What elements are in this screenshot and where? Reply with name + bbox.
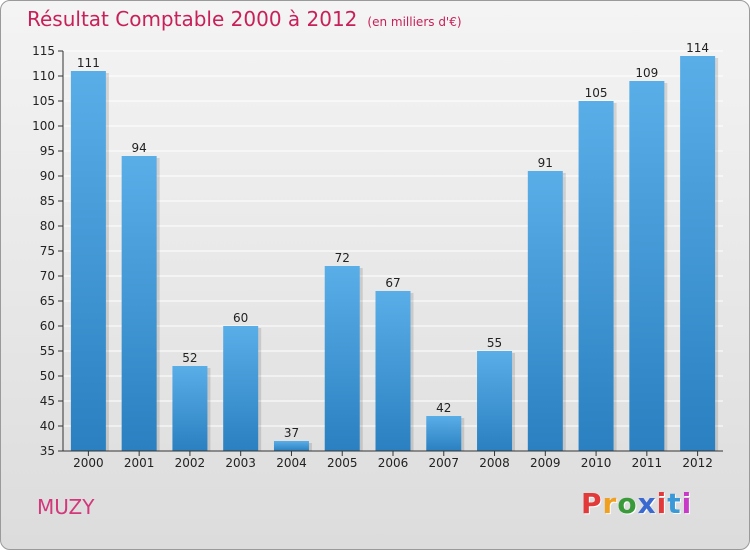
y-tick-label: 50	[40, 369, 55, 383]
logo-letter: x	[637, 487, 657, 520]
x-tick-label-2003: 2003	[225, 456, 256, 470]
logo-letter: i	[656, 487, 668, 520]
y-tick-label: 35	[40, 444, 55, 458]
bar-2004	[273, 441, 309, 451]
x-tick-label-2009: 2009	[530, 456, 561, 470]
commune-name: MUZY	[37, 495, 95, 519]
y-tick-label: 65	[40, 294, 55, 308]
proxiti-logo: Proxiti	[581, 487, 692, 520]
bar-2009	[527, 171, 563, 451]
x-tick-label-2011: 2011	[632, 456, 663, 470]
bars: 111 94 52 60 37 72 67 42 55 91 105 109 114	[70, 41, 719, 451]
bar-2012	[680, 56, 716, 451]
x-tick-label-2004: 2004	[276, 456, 307, 470]
chart-subtitle: (en milliers d'€)	[367, 15, 462, 29]
value-label-2007: 42	[436, 401, 451, 415]
x-tick-label-2008: 2008	[479, 456, 510, 470]
y-tick-label: 45	[40, 394, 55, 408]
value-label-2008: 55	[487, 336, 502, 350]
x-tick-label-2001: 2001	[124, 456, 155, 470]
axes: 35 40 45 50 55 60 65 70 75 80 85 90 95 100 105 110 115 20…	[32, 44, 723, 470]
y-tick-label: 85	[40, 194, 55, 208]
value-label-2011: 109	[635, 66, 658, 80]
y-tick-label: 60	[40, 319, 55, 333]
y-tick-label: 40	[40, 419, 55, 433]
logo-letter: i	[681, 487, 693, 520]
y-tick-label: 100	[32, 119, 55, 133]
x-tick-label-2005: 2005	[327, 456, 358, 470]
value-label-2001: 94	[132, 141, 147, 155]
x-tick-label-2000: 2000	[73, 456, 104, 470]
y-tick-label: 80	[40, 219, 55, 233]
logo-letter: r	[602, 487, 618, 520]
bar-2005	[324, 266, 360, 451]
x-tick-label-2002: 2002	[175, 456, 206, 470]
bar-2002	[172, 366, 208, 451]
bar-2010	[578, 101, 614, 451]
bar-2008	[477, 351, 513, 451]
chart-title-text: Résultat Comptable 2000 à 2012	[27, 7, 358, 31]
value-label-2006: 67	[385, 276, 400, 290]
y-tick-label: 90	[40, 169, 55, 183]
logo-letter: o	[617, 487, 638, 520]
value-label-2002: 52	[182, 351, 197, 365]
value-label-2010: 105	[585, 86, 608, 100]
y-tick-label: 110	[32, 69, 55, 83]
x-tick-label-2006: 2006	[378, 456, 409, 470]
value-label-2005: 72	[335, 251, 350, 265]
bar-2000	[70, 71, 106, 451]
value-label-2000: 111	[77, 56, 100, 70]
value-label-2012: 114	[686, 41, 709, 55]
bar-2006	[375, 291, 411, 451]
chart-title: Résultat Comptable 2000 à 2012 (en millie…	[27, 7, 462, 31]
value-label-2003: 60	[233, 311, 248, 325]
y-tick-label: 70	[40, 269, 55, 283]
x-tick-label-2007: 2007	[428, 456, 459, 470]
value-label-2009: 91	[538, 156, 553, 170]
bar-2007	[426, 416, 462, 451]
value-label-2004: 37	[284, 426, 299, 440]
bar-2003	[223, 326, 259, 451]
logo-letter: P	[581, 487, 603, 520]
logo-letter: t	[667, 487, 682, 520]
y-tick-label: 95	[40, 144, 55, 158]
bar-2011	[629, 81, 665, 451]
y-tick-label: 105	[32, 94, 55, 108]
x-tick-label-2012: 2012	[682, 456, 713, 470]
y-tick-label: 115	[32, 44, 55, 58]
y-tick-label: 75	[40, 244, 55, 258]
bar-2001	[121, 156, 157, 451]
y-tick-label: 55	[40, 344, 55, 358]
x-tick-label-2010: 2010	[581, 456, 612, 470]
